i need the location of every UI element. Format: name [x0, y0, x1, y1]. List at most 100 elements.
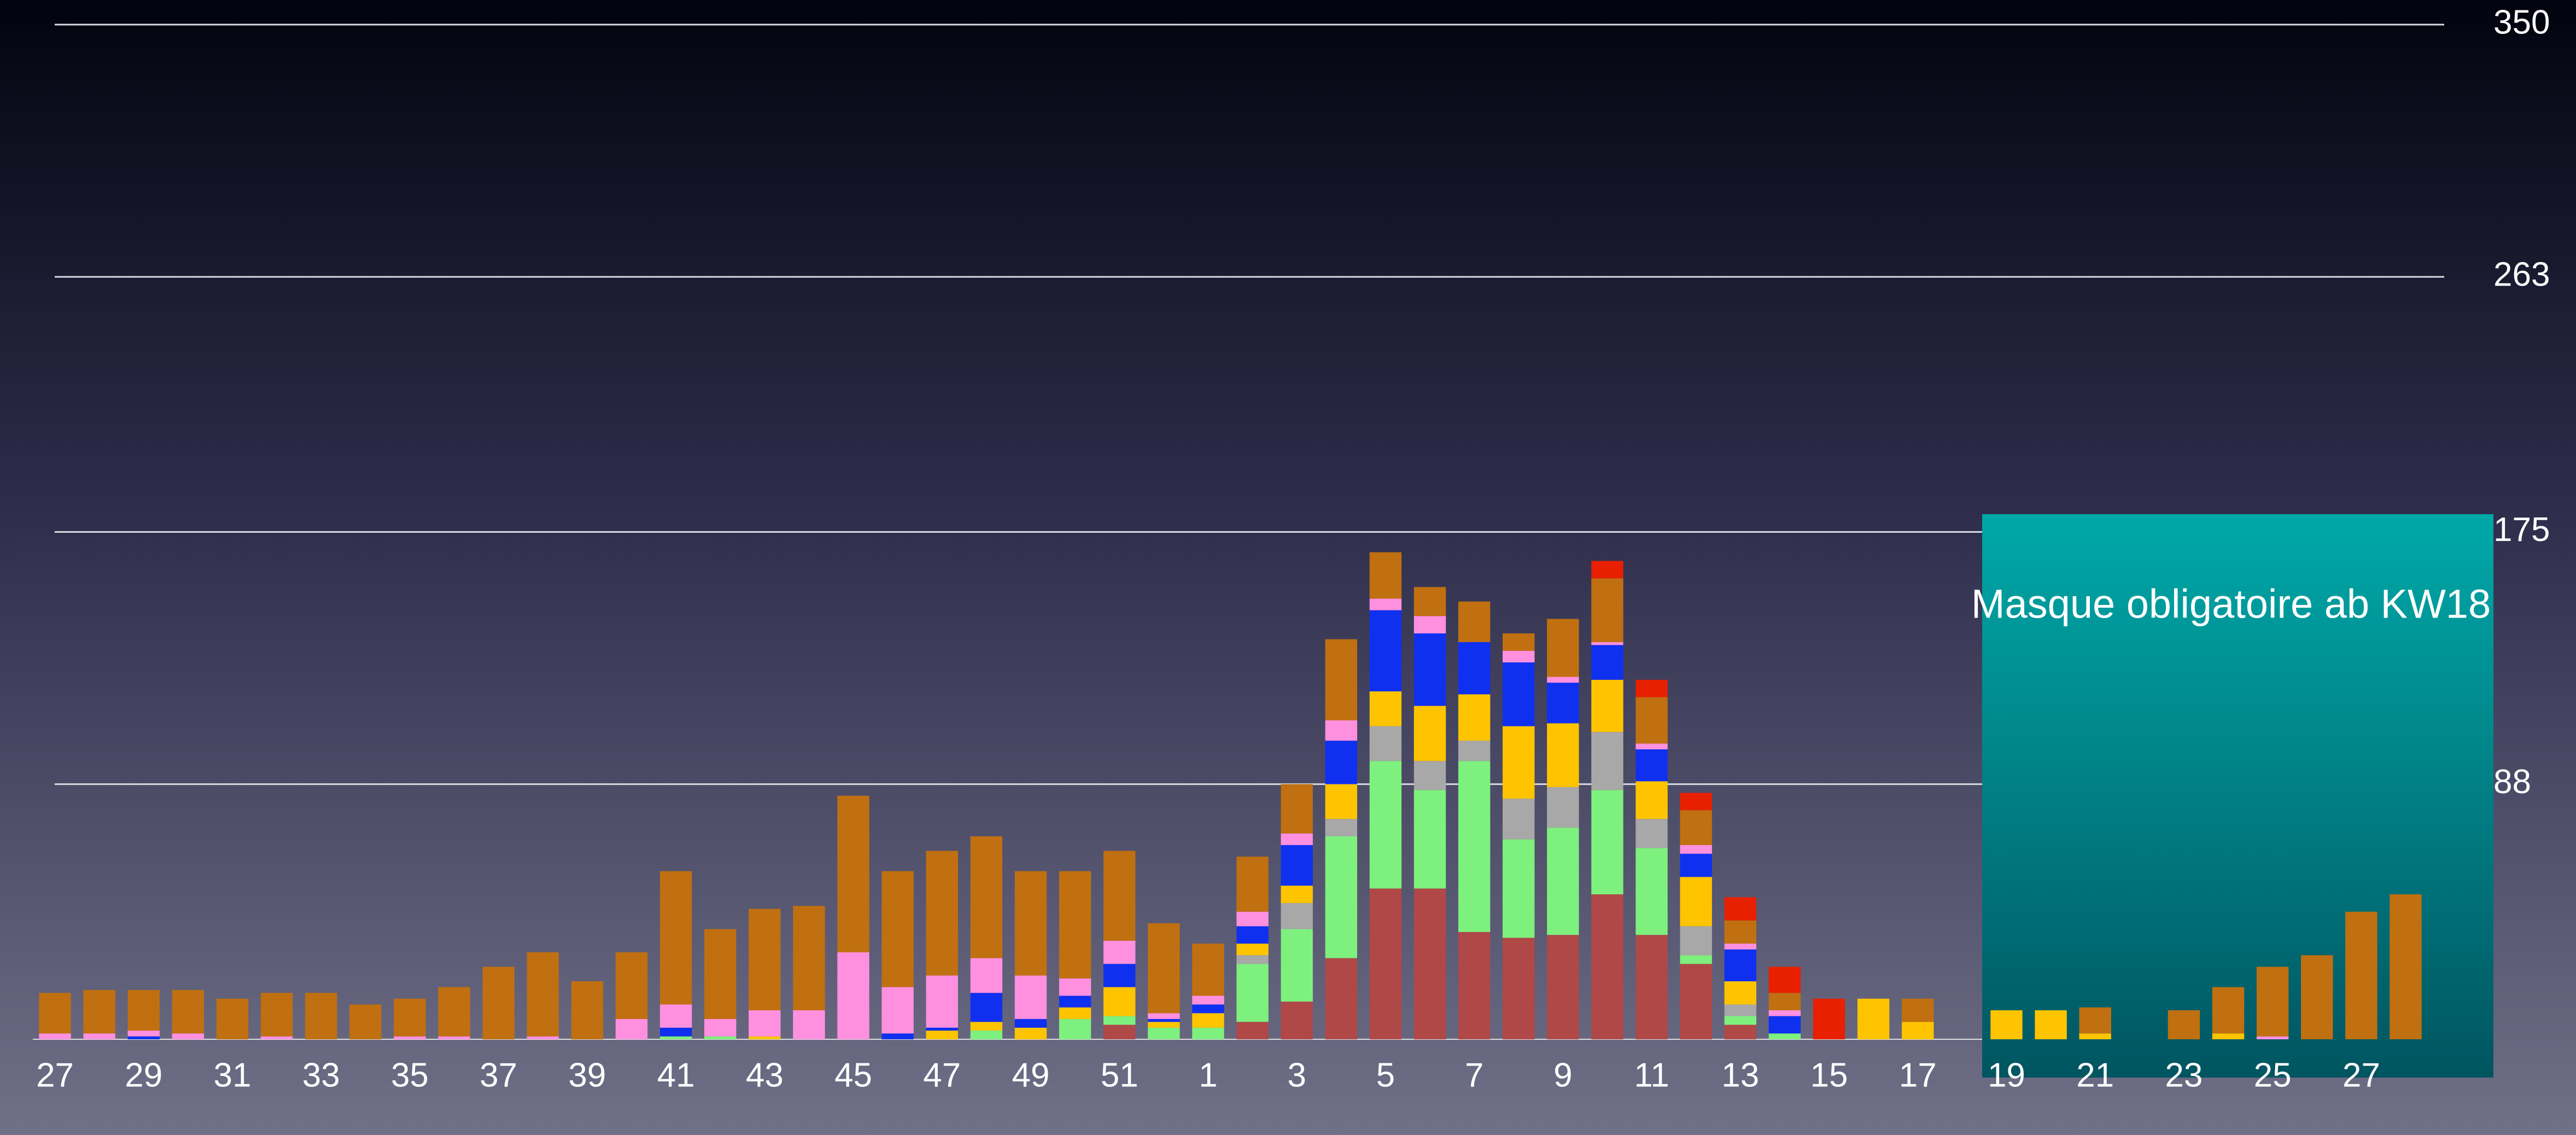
bar-segment — [1369, 761, 1402, 889]
bar-segment — [2345, 911, 2378, 1039]
bar-segment — [2212, 1033, 2245, 1039]
bar-segment — [1547, 619, 1579, 677]
bar-segment — [1724, 981, 1756, 1005]
bar-segment — [1591, 894, 1623, 1039]
bar-segment — [127, 990, 160, 1031]
bar-segment — [659, 871, 692, 1005]
bar-segment — [1148, 1013, 1180, 1019]
bar-segment — [1325, 836, 1357, 958]
bar-segment — [970, 1031, 1003, 1039]
bar-segment — [1680, 793, 1712, 811]
bar-segment — [1103, 964, 1136, 987]
bar-segment — [1369, 552, 1402, 599]
bar-segment — [926, 1027, 958, 1031]
bar-segment — [1503, 650, 1535, 662]
x-tick-label: 39 — [568, 1056, 606, 1094]
bar-segment — [1503, 839, 1535, 938]
bar-segment — [1458, 932, 1491, 1039]
bar-segment — [1413, 790, 1446, 889]
bar-segment — [1103, 1016, 1136, 1025]
bar-segment — [2301, 955, 2333, 1039]
bar-segment — [1192, 944, 1224, 996]
bar-segment — [1281, 833, 1313, 845]
bar-segment — [1281, 929, 1313, 1002]
bar-segment — [1724, 1004, 1756, 1016]
bar-segment — [970, 1022, 1003, 1031]
bar-segment — [1369, 598, 1402, 610]
bar-segment — [704, 1036, 737, 1039]
bar-segment — [83, 990, 115, 1034]
bar-segment — [1680, 964, 1712, 1039]
bar-segment — [1014, 871, 1047, 976]
bar-segment — [2035, 1010, 2067, 1039]
bar-segment — [1413, 633, 1446, 706]
bar-segment — [1325, 784, 1357, 819]
x-tick-label: 1 — [1199, 1056, 1217, 1094]
bar-segment — [1103, 1025, 1136, 1039]
bar-segment — [2212, 987, 2245, 1034]
bar-segment — [2168, 1010, 2200, 1039]
bar-segment — [1325, 819, 1357, 836]
bar-segment — [527, 1036, 559, 1039]
bar-segment — [1059, 978, 1091, 996]
bar-segment — [926, 851, 958, 976]
bar-segment — [659, 1036, 692, 1039]
bar-segment — [216, 998, 249, 1039]
bar-segment — [1103, 851, 1136, 941]
bar-segment — [438, 987, 470, 1037]
bar-segment — [1547, 787, 1579, 828]
bar-segment — [1148, 1018, 1180, 1022]
x-tick-label: 45 — [834, 1056, 872, 1094]
bar-segment — [970, 958, 1003, 993]
bar-segment — [482, 967, 515, 1039]
bar-segment — [1413, 616, 1446, 633]
bar-segment — [1768, 1033, 1801, 1039]
annotation: Masque obligatoire ab KW18 — [1971, 581, 2491, 627]
bar-segment — [1503, 633, 1535, 651]
x-tick-label: 41 — [657, 1056, 695, 1094]
bar-segment — [1192, 1027, 1224, 1039]
bar-segment — [1724, 897, 1756, 921]
bar-segment — [1547, 828, 1579, 935]
bar-segment — [2390, 894, 2422, 1039]
bar-segment — [837, 952, 869, 1039]
bar-segment — [659, 1027, 692, 1037]
x-tick-label: 15 — [1810, 1056, 1848, 1094]
bar-segment — [527, 952, 559, 1037]
bar-segment — [970, 836, 1003, 958]
bar-segment — [349, 1004, 382, 1039]
bar-segment — [394, 1036, 426, 1039]
bar-segment — [1680, 845, 1712, 854]
bar-segment — [1503, 662, 1535, 726]
bar-segment — [2256, 1036, 2289, 1039]
bar-segment — [260, 1036, 293, 1039]
bar-segment — [1236, 857, 1269, 912]
bar-segment — [704, 1018, 737, 1037]
bar-segment — [1591, 645, 1623, 680]
bar-segment — [881, 987, 914, 1034]
bar-segment — [1635, 679, 1668, 697]
x-tick-label: 23 — [2165, 1056, 2203, 1094]
bar-segment — [438, 1036, 470, 1039]
bar-segment — [1635, 935, 1668, 1039]
x-tick-label: 9 — [1553, 1056, 1572, 1094]
bar-segment — [1591, 790, 1623, 894]
bar-segment — [1325, 958, 1357, 1039]
bar-segment — [1680, 877, 1712, 927]
bar-segment — [749, 1010, 781, 1037]
bar-segment — [1990, 1010, 2023, 1039]
bar-segment — [1369, 610, 1402, 691]
bar-segment — [127, 1031, 160, 1037]
bars — [39, 552, 2422, 1039]
bar-segment — [1059, 871, 1091, 979]
x-tick-label: 5 — [1376, 1056, 1395, 1094]
bar-segment — [1236, 964, 1269, 1022]
bar-segment — [1369, 888, 1402, 1039]
bar-segment — [1635, 749, 1668, 782]
bar-segment — [1591, 561, 1623, 579]
bar-segment — [1547, 723, 1579, 787]
bar-segment — [926, 1031, 958, 1039]
bar-segment — [172, 1033, 205, 1039]
bar-segment — [1236, 911, 1269, 927]
